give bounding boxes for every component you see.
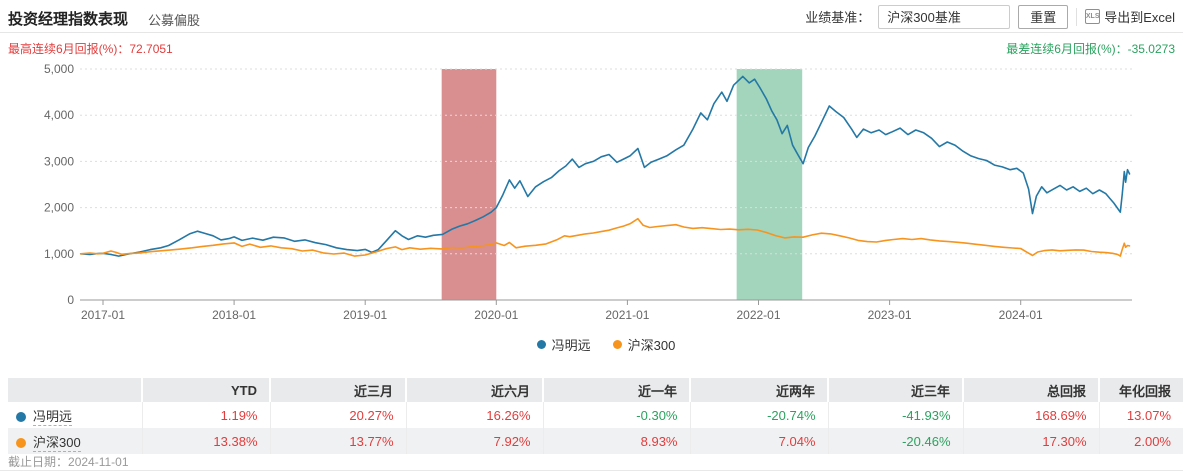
cell-1y: 8.93% [543,428,691,454]
col-header-ytd: YTD [142,378,271,402]
col-header-annualized: 年化回报 [1099,378,1183,402]
cell-3y: -41.93% [828,402,964,428]
x-axis-label: 2017-01 [81,308,125,322]
y-axis-label: 2,000 [44,201,74,215]
cell-ytd: 1.19% [142,402,271,428]
cell-1y: -0.30% [543,402,691,428]
row-name-cell: 冯明远 [8,402,143,428]
cell-annualized: 13.07% [1126,407,1171,423]
toolbar: 业绩基准： 重置 XLS 导出到Excel [805,3,1175,30]
cell-2y: 7.04% [690,428,829,454]
series-line-hs300 [79,217,1131,257]
y-axis-label: 1,000 [44,247,74,261]
legend-label: 沪深300 [627,337,676,353]
col-header-total: 总回报 [963,378,1100,402]
blue-dot-icon [536,339,546,349]
worst-6m-return-stat: 最差连续6月回报(%)：-35.0273 [1006,40,1175,57]
best-6m-return-value: 72.7051 [129,42,173,56]
cell-total: 17.30% [963,428,1100,454]
col-header-2y: 近两年 [690,378,829,402]
x-axis-label: 2023-01 [868,308,912,322]
cell-3m: 13.77% [270,428,407,454]
as-of-date-value: 2024-11-01 [68,455,129,469]
y-axis-label: 3,000 [44,154,74,168]
x-axis-label: 2019-01 [343,308,387,322]
highlight-band-best-6m-window [441,69,497,300]
toolbar-divider [1076,7,1078,26]
series-dot-icon [16,438,26,449]
col-header-6m: 近六月 [406,378,544,402]
series-line-fengmingyuan [79,75,1131,257]
x-axis-label: 2022-01 [736,308,780,322]
col-header-name [8,378,143,402]
chart-legend: 冯明远 沪深300 [80,335,1132,354]
table-row-hs300: 沪深300 13.38% 13.77% 7.92% 8.93% 7.04% -2… [8,428,1183,454]
y-axis-label: 5,000 [44,62,74,76]
legend-item-hs300[interactable]: 沪深300 [612,335,676,354]
row-name-cell: 沪深300 [8,428,143,454]
col-header-3m: 近三月 [270,378,407,402]
worst-6m-return-label: 最差连续6月回报(%)： [1006,42,1128,56]
table-header-row: YTD 近三月 近六月 近一年 近两年 近三年 总回报 年化回报 [8,378,1183,402]
highlight-band-worst-6m-window [736,69,803,300]
page-subtitle: 公募偏股 [148,13,201,28]
performance-line-chart[interactable]: 0 1,000 2,000 3,000 4,000 5,000 2017-01 2018-01… [0,55,1183,330]
y-axis-label: 4,000 [44,108,74,122]
header-bar: 投资经理指数表现 公募偏股 业绩基准： 重置 XLS 导出到Excel [0,0,1183,33]
y-axis-label: 0 [67,293,74,307]
table-row-fengmingyuan: 冯明远 1.19% 20.27% 16.26% -0.30% -20.74% -… [8,402,1183,428]
x-axis-label: 2020-01 [474,308,518,322]
x-axis-label: 2021-01 [605,308,649,322]
reset-button[interactable]: 重置 [1018,4,1069,29]
cell-total: 168.69% [963,402,1100,428]
benchmark-name-link[interactable]: 沪深300 [33,434,81,452]
series-dot-icon [16,412,26,423]
manager-name-link[interactable]: 冯明远 [33,408,73,426]
cell-3y: -20.46% [828,428,964,454]
export-label: 导出到Excel [1104,10,1175,25]
cell-2y: -20.74% [690,402,829,428]
best-6m-return-label: 最高连续6月回报(%)： [8,42,130,56]
xls-file-icon: XLS [1085,9,1101,24]
x-axis-label: 2024-01 [999,308,1043,322]
legend-label: 冯明远 [551,337,591,353]
orange-dot-icon [612,339,622,349]
col-header-1y: 近一年 [543,378,691,402]
legend-item-fengmingyuan[interactable]: 冯明远 [536,335,591,354]
cell-ytd: 13.38% [142,428,271,454]
cell-6m: 16.26% [406,402,544,428]
benchmark-input[interactable] [878,4,1011,29]
returns-table: YTD 近三月 近六月 近一年 近两年 近三年 总回报 年化回报 冯明远 1.1… [8,378,1183,454]
x-axis-label: 2018-01 [212,308,256,322]
col-header-3y: 近三年 [828,378,964,402]
worst-6m-return-value: -35.0273 [1127,42,1175,56]
cell-6m: 7.92% [406,428,544,454]
as-of-date-label: 截止日期： [8,455,69,469]
best-6m-return-stat: 最高连续6月回报(%)：72.7051 [8,40,173,57]
page-title: 投资经理指数表现 [8,11,129,28]
cell-3m: 20.27% [270,402,407,428]
export-to-excel-button[interactable]: XLS 导出到Excel [1085,7,1175,26]
as-of-date: 截止日期：2024-11-01 [8,453,129,470]
cell-annualized: 2.00% [1099,428,1183,454]
benchmark-label: 业绩基准： [805,10,871,25]
